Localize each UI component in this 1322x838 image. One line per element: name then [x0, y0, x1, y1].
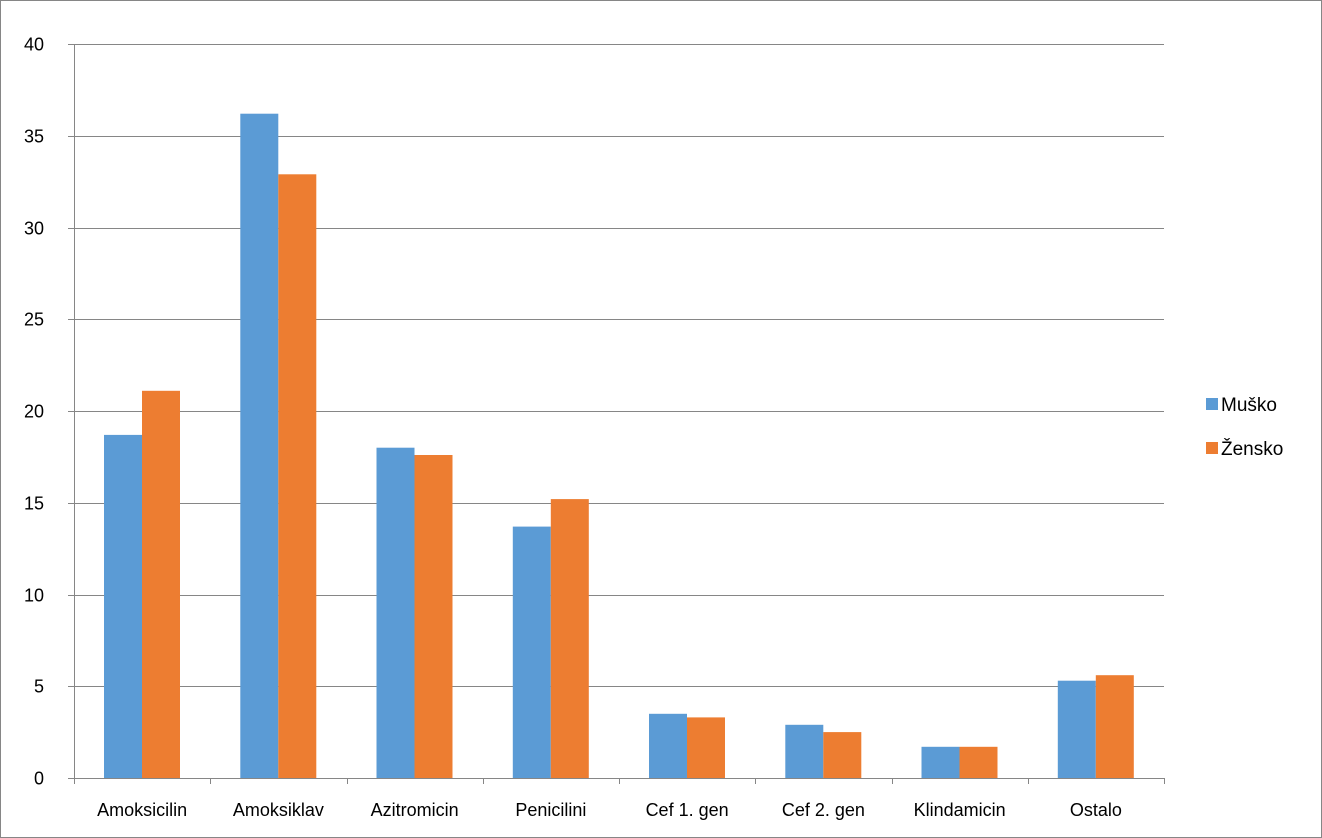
bar-ostalo-series-0 [1057, 680, 1096, 778]
x-tick-label: Azitromicin [371, 800, 459, 820]
bar-cef-1-gen-series-1 [687, 717, 725, 778]
bar-klindamicin-series-0 [921, 746, 960, 778]
bar-amoksiklav-series-0 [240, 113, 279, 778]
bar-azitromicin-series-0 [376, 447, 415, 778]
y-tick-label: 20 [24, 402, 44, 422]
bar-azitromicin-series-1 [414, 455, 453, 778]
x-tick-label: Cef 2. gen [782, 800, 865, 820]
gridlines [74, 44, 1164, 687]
bar-cef-1-gen-series-0 [649, 713, 687, 778]
x-tick-label: Klindamicin [914, 800, 1006, 820]
y-tick-label: 5 [34, 677, 44, 697]
legend-label: Žensko [1221, 438, 1283, 460]
x-tick-label: Penicilini [515, 800, 586, 820]
y-tick-label: 40 [24, 35, 44, 55]
bar-klindamicin-series-1 [959, 746, 998, 778]
y-tick-labels: 0 5 10 15 20 25 30 35 40 [24, 35, 44, 789]
bar-cef-2-gen-series-0 [785, 724, 824, 778]
x-tick-label: Amoksiklav [233, 800, 324, 820]
y-tick-label: 10 [24, 586, 44, 606]
x-tick-label: Cef 1. gen [646, 800, 729, 820]
axes [68, 44, 1165, 784]
bar-ostalo-series-1 [1095, 675, 1134, 778]
legend-label: Muško [1221, 395, 1277, 416]
legend-swatch [1206, 398, 1218, 410]
bar-amoksicilin-series-0 [104, 434, 142, 778]
y-tick-label: 0 [34, 769, 44, 789]
x-tick-label: Ostalo [1070, 800, 1122, 820]
x-tick-label: Amoksicilin [97, 800, 187, 820]
bar-amoksiklav-series-1 [278, 174, 317, 779]
bar-cef-2-gen-series-1 [823, 732, 862, 778]
bars [104, 113, 1134, 779]
legend-swatch [1206, 442, 1218, 454]
y-tick-label: 25 [24, 310, 44, 330]
bar-penicilini-series-0 [512, 526, 551, 778]
y-tick-label: 15 [24, 494, 44, 514]
legend: Muško Žensko [1206, 395, 1283, 460]
bar-penicilini-series-1 [550, 499, 589, 778]
bar-amoksicilin-series-1 [142, 390, 180, 778]
x-tick-labels: Amoksicilin Amoksiklav Azitromicin Penicili… [97, 800, 1122, 820]
y-tick-label: 35 [24, 127, 44, 147]
y-tick-label: 30 [24, 219, 44, 239]
